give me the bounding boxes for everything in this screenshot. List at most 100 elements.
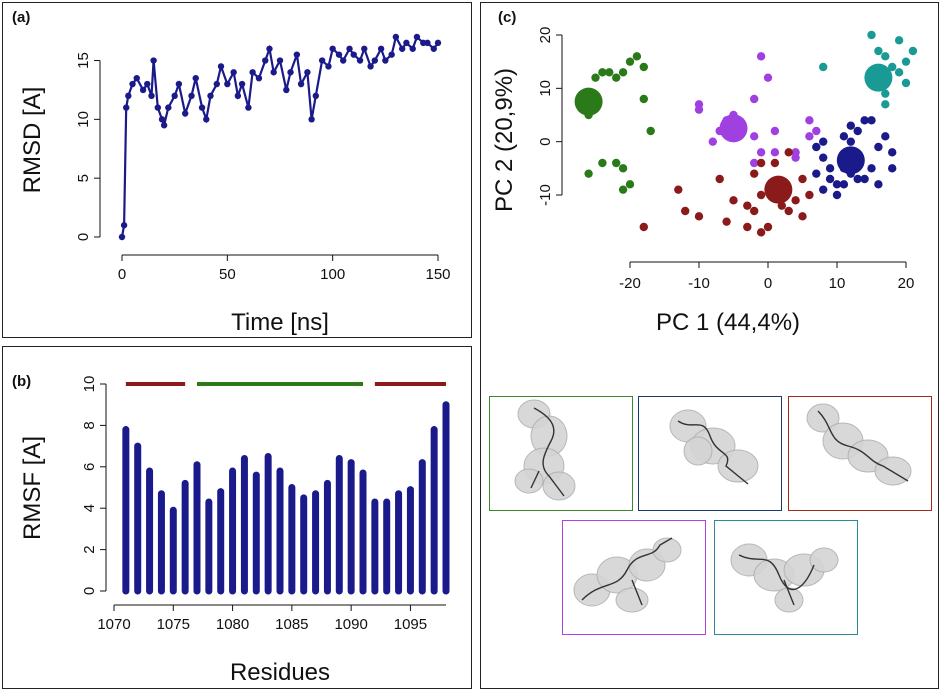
rmsd-point — [182, 110, 189, 117]
cluster-teal-point — [867, 30, 876, 40]
cluster-purple-point — [812, 126, 821, 136]
rmsd-point — [318, 57, 326, 64]
backbone-trace — [677, 420, 749, 485]
rmsd-point — [293, 51, 301, 58]
rmsd-point — [409, 45, 416, 52]
surface-blob — [514, 468, 544, 494]
rmsd-line — [120, 33, 439, 238]
cluster-navy-point — [888, 164, 897, 173]
rmsd-point — [346, 45, 353, 52]
cluster-red-point — [750, 206, 759, 216]
rmsd-point — [325, 63, 332, 70]
a-y-tick-label: 5 — [75, 174, 92, 182]
rmsd-point — [335, 51, 343, 58]
cluster-green-centroid — [574, 87, 603, 116]
rmsd-point — [367, 63, 374, 70]
cluster-navy-point — [867, 116, 876, 125]
cluster-red-point — [756, 158, 766, 168]
rmsd-point — [424, 39, 431, 47]
cluster-navy-point — [832, 190, 842, 200]
rmsd-point — [175, 80, 183, 88]
cluster-navy-point — [888, 148, 897, 157]
cluster-purple-point — [791, 148, 800, 157]
rmsd-point — [154, 104, 162, 111]
a-y-tick-label: 15 — [75, 52, 92, 69]
b-x-tick-label: 1070 — [97, 616, 130, 633]
cluster-red-point — [784, 148, 793, 157]
cluster-red-point — [798, 174, 807, 184]
cluster-navy-point — [874, 180, 883, 189]
a-x-tick-label: 150 — [425, 266, 450, 283]
b-x-tick-label: 1080 — [216, 616, 249, 633]
rmsd-point — [133, 74, 140, 82]
structure-drawings — [514, 399, 912, 613]
cluster-green-point — [618, 164, 628, 173]
rmsd-point — [297, 80, 305, 88]
cluster-teal-point — [908, 46, 918, 56]
b-x-tick-label: 1090 — [334, 616, 367, 633]
panel-a-ylabel: RMSD [A] — [19, 87, 46, 194]
rmsd-point — [234, 92, 242, 100]
cluster-purple-point — [756, 148, 766, 157]
rmsd-point — [388, 51, 395, 58]
backbone-trace — [581, 537, 673, 606]
cluster-purple-point — [750, 132, 759, 141]
c-x-tick-label: 0 — [764, 275, 772, 292]
rmsd-point — [118, 233, 126, 241]
cluster-green-point — [612, 158, 621, 168]
cluster-teal-point — [881, 89, 890, 98]
cluster-purple-point — [756, 52, 766, 61]
rmsd-point — [203, 116, 210, 123]
c-y-tick-label: 20 — [537, 27, 554, 44]
cluster-red-point — [729, 196, 738, 205]
b-x-tick-label: 1095 — [394, 616, 427, 633]
cluster-green-point — [639, 62, 648, 72]
rmsd-point — [207, 92, 214, 100]
cluster-red-point — [791, 196, 800, 205]
rmsd-point — [224, 80, 231, 88]
cluster-navy-point — [819, 185, 828, 194]
rmsd-point — [160, 122, 168, 129]
cluster-green-point — [584, 169, 593, 178]
cluster-red-point — [805, 190, 814, 200]
b-y-tick-label: 4 — [81, 504, 98, 512]
cluster-red-point — [798, 212, 807, 221]
cluster-red-point — [694, 212, 704, 221]
rmsd-point — [188, 92, 195, 100]
cluster-green-point — [612, 73, 621, 82]
rmsd-point — [139, 86, 147, 94]
rmsd-point — [382, 57, 389, 64]
rmsd-point — [308, 116, 315, 123]
cluster-purple-point — [770, 126, 780, 136]
rmsd-point — [312, 92, 320, 100]
b-x-tick-label: 1085 — [275, 616, 308, 633]
cluster-purple-point — [694, 105, 704, 114]
cluster-green-point — [618, 68, 628, 77]
cluster-teal-point — [894, 68, 904, 77]
backbone-trace — [738, 554, 815, 606]
b-y-tick-label: 10 — [81, 376, 98, 393]
surface-blob — [809, 547, 839, 573]
cluster-green-point — [632, 52, 642, 61]
cluster-navy-point — [853, 126, 862, 136]
rmsd-point — [287, 69, 294, 76]
rmsd-point — [148, 92, 155, 100]
cluster-navy-point — [812, 142, 821, 152]
panel-b-ylabel: RMSF [A] — [19, 436, 46, 540]
surface-blob — [615, 587, 649, 613]
chart-b: 1070 1075 1080 1085 1090 1095 0 2 4 6 8 10 — [81, 376, 450, 633]
c-x-tick-label: 10 — [829, 275, 846, 292]
c-y-tick-label: 0 — [537, 137, 554, 145]
cluster-teal-point — [894, 36, 904, 45]
a-y-tick-label: 10 — [75, 111, 92, 128]
cluster-red-point — [639, 222, 648, 232]
rmsd-point — [230, 69, 237, 76]
rmsd-point — [150, 57, 157, 64]
cluster-navy-point — [867, 164, 876, 173]
rmsd-point — [430, 45, 437, 52]
cluster-teal-centroid — [864, 63, 893, 92]
chart-a: 0 50 100 150 0 5 10 15 — [75, 33, 451, 283]
rmsd-point — [371, 57, 378, 64]
c-x-tick-label: 20 — [898, 275, 915, 292]
cluster-red-point — [770, 158, 780, 168]
